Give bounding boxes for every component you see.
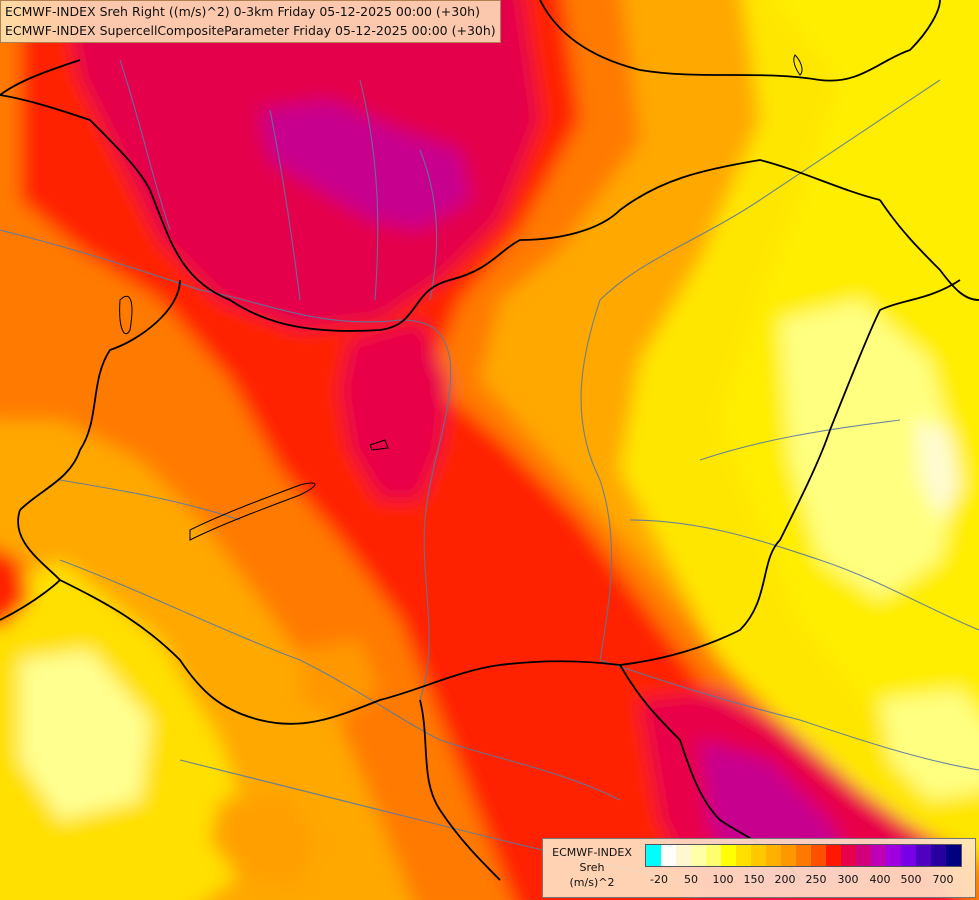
legend-title-param: Sreh bbox=[579, 861, 605, 874]
legend-swatch bbox=[706, 845, 721, 866]
river-save-east bbox=[599, 659, 979, 771]
legend-swatch bbox=[796, 845, 811, 866]
legend-swatch bbox=[811, 845, 826, 866]
field-pale-east bbox=[915, 420, 960, 520]
lake-small-2 bbox=[793, 54, 803, 76]
river-somes bbox=[699, 419, 901, 461]
legend-swatch bbox=[751, 845, 766, 866]
legend-swatch bbox=[691, 845, 706, 866]
border-czech bbox=[0, 59, 81, 96]
river-ipel bbox=[419, 149, 438, 301]
lake-small-1 bbox=[369, 439, 389, 451]
map-title-box: ECMWF-INDEX Sreh Right ((m/s)^2) 0-3km F… bbox=[0, 0, 501, 43]
legend-swatch bbox=[916, 845, 931, 866]
map-title-line1: ECMWF-INDEX Sreh Right ((m/s)^2) 0-3km F… bbox=[5, 4, 480, 19]
legend-tick-label: 250 bbox=[805, 873, 827, 886]
legend-tick-label: 500 bbox=[900, 873, 922, 886]
legend-title-unit: (m/s)^2 bbox=[569, 876, 615, 889]
border-hungary-croatia bbox=[17, 509, 621, 725]
border-hungary-serbia bbox=[619, 279, 961, 666]
legend-tick-label: 200 bbox=[774, 873, 796, 886]
field-lightyellow-east bbox=[780, 300, 960, 600]
river-hron bbox=[359, 79, 379, 301]
legend-swatch bbox=[856, 845, 871, 866]
legend-tick-label: -20 bbox=[650, 873, 668, 886]
legend-swatch bbox=[826, 845, 841, 866]
legend-tick-label: 100 bbox=[712, 873, 734, 886]
legend-tick-label: 50 bbox=[684, 873, 698, 886]
legend-tick-label: 300 bbox=[837, 873, 859, 886]
field-magenta-north bbox=[260, 100, 470, 230]
legend-swatch bbox=[766, 845, 781, 866]
border-north-poland bbox=[539, 0, 941, 82]
legend-tick-label: 400 bbox=[869, 873, 891, 886]
border-austria-west bbox=[0, 94, 151, 191]
river-mures bbox=[629, 519, 979, 631]
border-austria-hungary bbox=[19, 279, 181, 511]
lake-neusiedl bbox=[119, 295, 133, 335]
legend-swatch bbox=[886, 845, 901, 866]
field-orange-blob-1 bbox=[210, 790, 320, 890]
field-lightyellow-southeast bbox=[880, 690, 979, 800]
legend-title: ECMWF-INDEX Sreh (m/s)^2 bbox=[547, 845, 637, 890]
river-vah bbox=[269, 109, 301, 301]
field-crimson-central bbox=[340, 320, 450, 500]
lake-balaton bbox=[189, 482, 316, 541]
field-red-westedge bbox=[0, 550, 30, 630]
legend-swatch bbox=[736, 845, 751, 866]
legend-swatch bbox=[841, 845, 856, 866]
legend-swatch bbox=[676, 845, 691, 866]
legend-swatch bbox=[871, 845, 886, 866]
lakes bbox=[119, 54, 803, 541]
river-drava bbox=[59, 559, 621, 801]
river-raba bbox=[59, 479, 241, 521]
legend-swatches bbox=[645, 844, 962, 867]
legend-swatch bbox=[901, 845, 916, 866]
river-danube bbox=[0, 229, 452, 701]
field-lightyellow-southwest bbox=[20, 650, 150, 820]
legend-swatch bbox=[946, 845, 961, 866]
legend-tick-label: 700 bbox=[932, 873, 954, 886]
river-tisza bbox=[580, 79, 941, 661]
river-morava bbox=[119, 59, 171, 231]
border-croatia-serbia bbox=[419, 699, 501, 881]
legend-swatch bbox=[646, 845, 661, 866]
border-slovakia-hungary bbox=[149, 159, 881, 332]
color-legend: ECMWF-INDEX Sreh (m/s)^2 -20 50 100 150 200 2… bbox=[542, 838, 976, 898]
legend-swatch bbox=[661, 845, 676, 866]
border-ukraine bbox=[879, 199, 979, 301]
border-slovenia bbox=[0, 579, 61, 621]
legend-swatch bbox=[931, 845, 946, 866]
field-orange-blob-2 bbox=[300, 640, 380, 720]
legend-swatch bbox=[721, 845, 736, 866]
legend-ticks: -20 50 100 150 200 250 300 400 500 700 bbox=[645, 873, 965, 889]
map-title-line2: ECMWF-INDEX SupercellCompositeParameter … bbox=[5, 23, 496, 38]
legend-tick-label: 150 bbox=[743, 873, 765, 886]
legend-title-model: ECMWF-INDEX bbox=[552, 846, 632, 859]
legend-swatch bbox=[781, 845, 796, 866]
